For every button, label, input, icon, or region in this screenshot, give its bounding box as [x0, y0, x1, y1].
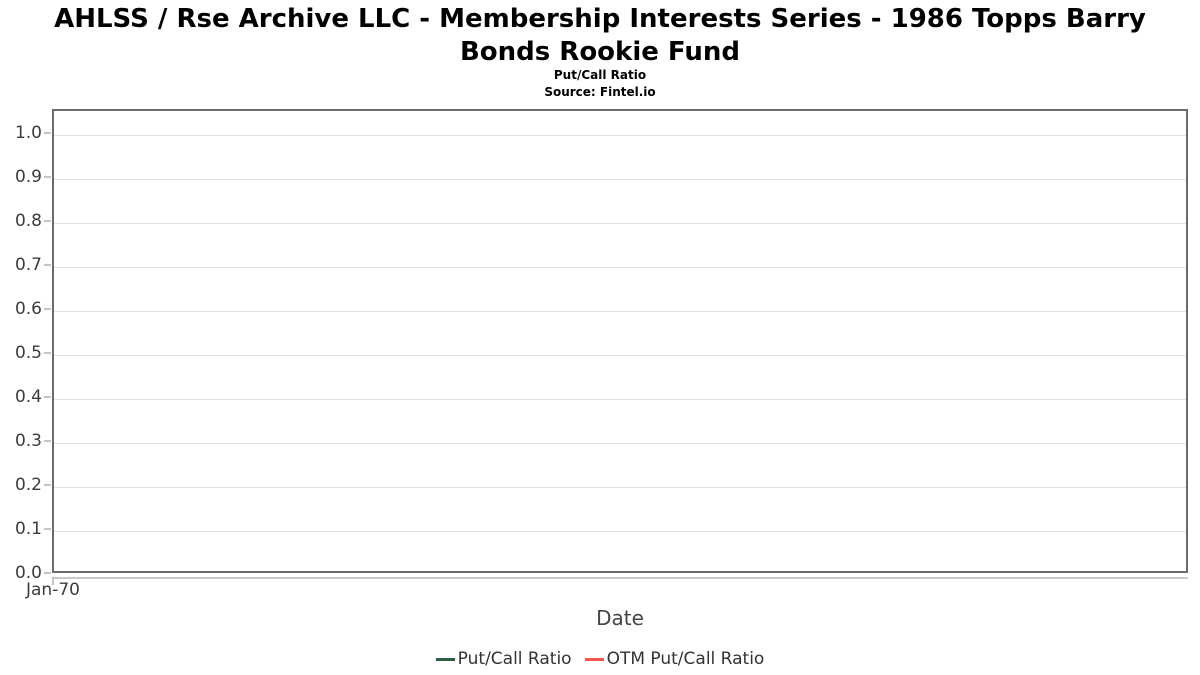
gridline: [54, 311, 1186, 312]
gridline: [54, 179, 1186, 180]
y-axis-tick-label: 0.4: [14, 387, 42, 407]
x-axis-tick-label: Jan-70: [26, 580, 80, 600]
x-axis-line: [52, 577, 1188, 579]
legend-label: OTM Put/Call Ratio: [606, 649, 765, 669]
y-axis-tick-label: 0.7: [14, 255, 42, 275]
y-tick-mark: [44, 528, 51, 530]
y-axis-tick-label: 0.9: [14, 167, 42, 187]
legend-item-put-call-ratio[interactable]: Put/Call Ratio: [435, 649, 572, 669]
line-swatch-icon: [584, 657, 604, 661]
y-axis-tick-label: 0.5: [14, 343, 42, 363]
y-axis-tick-label: 0.3: [14, 431, 42, 451]
chart-source: Source: Fintel.io: [544, 85, 656, 99]
y-tick-mark: [44, 132, 51, 134]
x-tick-mark: [52, 577, 54, 585]
y-tick-mark: [44, 220, 51, 222]
line-swatch-icon: [435, 657, 455, 661]
gridline: [54, 223, 1186, 224]
y-tick-mark: [44, 572, 51, 574]
legend-item-otm-put-call-ratio[interactable]: OTM Put/Call Ratio: [584, 649, 765, 669]
y-tick-mark: [44, 264, 51, 266]
legend: Put/Call Ratio OTM Put/Call Ratio: [0, 646, 1200, 672]
y-tick-mark: [44, 352, 51, 354]
y-tick-mark: [44, 396, 51, 398]
gridline: [54, 531, 1186, 532]
gridline: [54, 267, 1186, 268]
y-axis-tick-label: 0.8: [14, 211, 42, 231]
y-tick-mark: [44, 308, 51, 310]
x-axis-title: Date: [596, 606, 644, 630]
plot-area: [52, 109, 1188, 573]
gridline: [54, 135, 1186, 136]
y-axis-tick-label: 1.0: [14, 123, 42, 143]
gridline: [54, 443, 1186, 444]
y-axis-tick-label: 0.2: [14, 475, 42, 495]
chart-subtitle: Put/Call Ratio: [553, 68, 647, 82]
y-tick-mark: [44, 176, 51, 178]
y-axis-tick-label: 0.0: [14, 563, 42, 583]
gridline: [54, 487, 1186, 488]
y-axis-tick-label: 0.1: [14, 519, 42, 539]
y-tick-mark: [44, 440, 51, 442]
chart-title: AHLSS / Rse Archive LLC - Membership Int…: [54, 4, 1146, 67]
gridline: [54, 355, 1186, 356]
legend-label: Put/Call Ratio: [457, 649, 572, 669]
y-tick-mark: [44, 484, 51, 486]
y-axis-tick-label: 0.6: [14, 299, 42, 319]
gridline: [54, 399, 1186, 400]
